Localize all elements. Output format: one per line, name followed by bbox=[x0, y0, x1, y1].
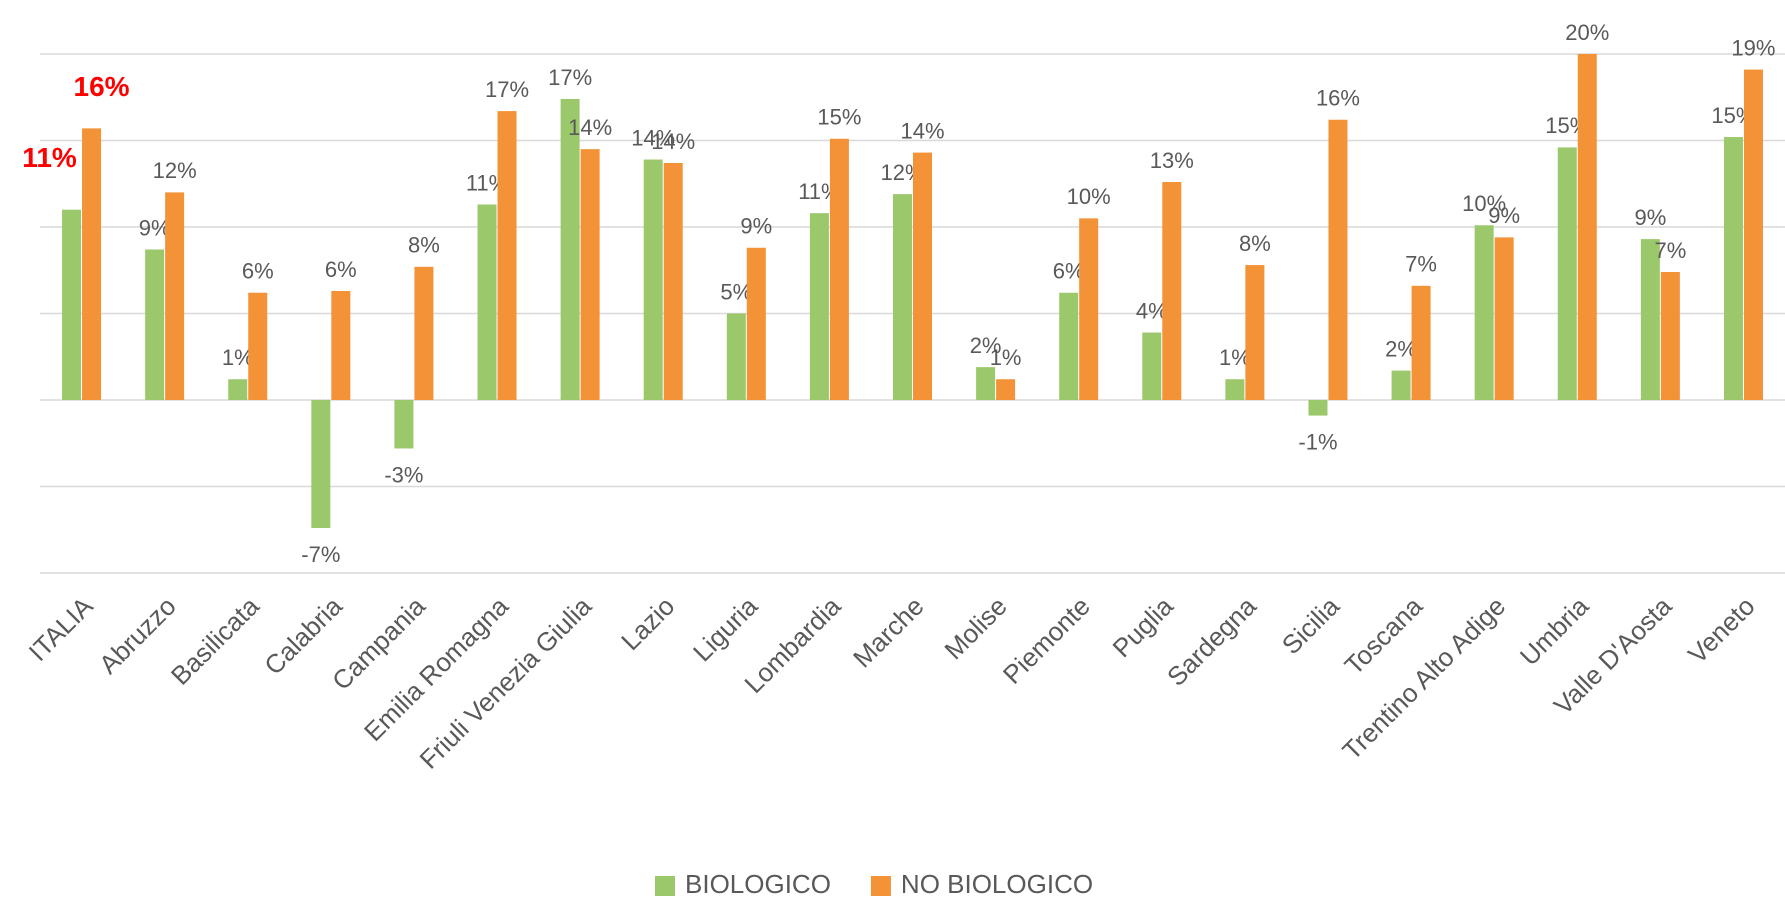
data-label: -3% bbox=[384, 462, 423, 487]
bar bbox=[1391, 370, 1411, 400]
data-label: 8% bbox=[1239, 231, 1271, 256]
bar bbox=[1640, 239, 1660, 400]
data-label: 2% bbox=[970, 333, 1002, 358]
legend-swatch bbox=[870, 876, 891, 896]
bar bbox=[1557, 147, 1577, 400]
legend-label: NO BIOLOGICO bbox=[901, 869, 1093, 899]
data-label: 6% bbox=[325, 257, 357, 282]
x-tick-label: Trentino Alto Adige bbox=[1336, 591, 1511, 766]
data-label: 12% bbox=[153, 158, 197, 183]
x-tick-label: Basilicata bbox=[165, 591, 265, 691]
bar bbox=[1743, 69, 1763, 400]
bar bbox=[1079, 218, 1099, 400]
data-label: 10% bbox=[1067, 184, 1111, 209]
data-label: 9% bbox=[1634, 205, 1666, 230]
data-label: 14% bbox=[631, 125, 675, 150]
bar bbox=[1245, 265, 1265, 400]
bar bbox=[643, 159, 663, 400]
data-label: 9% bbox=[740, 214, 772, 239]
data-label: 17% bbox=[485, 77, 529, 102]
data-label: 7% bbox=[1405, 252, 1437, 277]
bar bbox=[394, 400, 414, 449]
bar bbox=[976, 367, 996, 400]
bar bbox=[809, 213, 829, 400]
data-label: 15% bbox=[817, 105, 861, 130]
data-label: 20% bbox=[1565, 20, 1609, 45]
bar bbox=[1474, 225, 1494, 400]
data-label: 14% bbox=[568, 115, 612, 140]
bar bbox=[1577, 54, 1597, 400]
bar bbox=[1142, 332, 1162, 400]
bar bbox=[663, 162, 683, 400]
legend-label: BIOLOGICO bbox=[685, 869, 831, 899]
x-tick-label: Piemonte bbox=[997, 591, 1096, 690]
bar bbox=[829, 138, 849, 400]
bar bbox=[746, 247, 766, 400]
bar bbox=[331, 291, 351, 400]
bar bbox=[726, 313, 746, 400]
bar bbox=[311, 400, 331, 529]
data-label: 11% bbox=[22, 142, 77, 173]
bar bbox=[1660, 271, 1680, 400]
data-label: -1% bbox=[1298, 429, 1337, 454]
data-label: -7% bbox=[301, 542, 340, 567]
bar bbox=[1162, 182, 1182, 400]
bar bbox=[1494, 237, 1514, 400]
x-tick-label: Veneto bbox=[1682, 591, 1760, 669]
data-label: 14% bbox=[651, 129, 695, 154]
bar bbox=[248, 292, 268, 400]
bar bbox=[1328, 119, 1348, 401]
data-label: 19% bbox=[1731, 35, 1775, 60]
bar bbox=[477, 204, 497, 400]
bar bbox=[165, 192, 185, 400]
x-tick-label: Umbria bbox=[1514, 591, 1595, 672]
x-tick-label: ITALIA bbox=[23, 590, 100, 667]
bar bbox=[893, 194, 912, 400]
x-tick-label: Sardegna bbox=[1161, 591, 1262, 692]
bar bbox=[62, 209, 82, 400]
legend-swatch bbox=[655, 876, 675, 896]
x-tick-label: Liguria bbox=[687, 591, 764, 668]
data-label: 16% bbox=[1316, 86, 1360, 111]
data-label: 6% bbox=[242, 259, 274, 284]
data-label: 9% bbox=[1488, 203, 1520, 228]
data-label: 7% bbox=[1654, 238, 1686, 263]
bar bbox=[145, 249, 165, 400]
bar bbox=[1723, 137, 1743, 401]
bar bbox=[1308, 400, 1328, 416]
data-label: 16% bbox=[74, 71, 130, 102]
data-label: 17% bbox=[548, 65, 592, 90]
bar bbox=[497, 111, 517, 400]
data-label: 14% bbox=[900, 118, 944, 143]
bar bbox=[996, 379, 1016, 400]
x-tick-label: Marche bbox=[847, 591, 930, 674]
x-tick-label: Lazio bbox=[615, 591, 680, 656]
bar bbox=[560, 98, 580, 400]
bar bbox=[1059, 292, 1079, 400]
data-label: 8% bbox=[408, 233, 440, 258]
bar bbox=[414, 266, 434, 400]
x-tick-label: Sicilia bbox=[1276, 591, 1346, 661]
x-tick-label: Molise bbox=[938, 591, 1012, 665]
x-tick-label: Puglia bbox=[1107, 591, 1180, 664]
bar bbox=[580, 149, 600, 400]
bar bbox=[228, 379, 248, 400]
bar bbox=[1225, 379, 1245, 400]
data-label: 13% bbox=[1150, 148, 1194, 173]
bar bbox=[82, 128, 102, 400]
bar bbox=[1411, 285, 1431, 400]
data-label: 1% bbox=[990, 345, 1022, 370]
x-tick-label: Emilia Romagna bbox=[358, 591, 514, 747]
bar bbox=[913, 152, 932, 400]
data-label: 10% bbox=[1462, 191, 1506, 216]
